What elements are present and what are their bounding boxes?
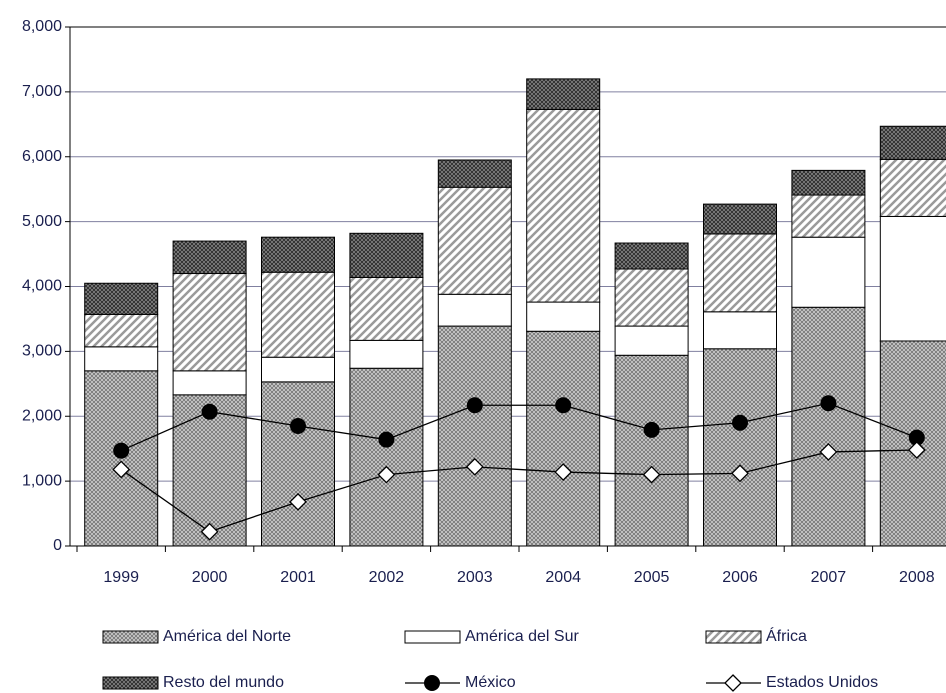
- marker: [200, 522, 219, 541]
- x-tick-label: 1999: [103, 569, 139, 586]
- marker: [465, 457, 484, 476]
- bar-segment: [349, 339, 424, 369]
- marker: [820, 395, 837, 412]
- y-tick-label: 4,000: [22, 278, 62, 295]
- legend-label: América del Norte: [163, 628, 291, 645]
- marker: [113, 442, 130, 459]
- marker: [908, 429, 925, 446]
- y-tick-label: 3,000: [22, 343, 62, 360]
- legend-key: [404, 630, 461, 644]
- legend-label: África: [766, 626, 807, 645]
- y-tick-label: 6,000: [22, 148, 62, 165]
- marker: [554, 463, 573, 481]
- y-tick-label: 7,000: [22, 83, 62, 100]
- bar-segment: [172, 273, 247, 372]
- bar-segment: [349, 232, 424, 278]
- marker: [289, 492, 307, 511]
- bar-segment: [526, 78, 601, 110]
- x-tick-label: 2008: [899, 569, 935, 586]
- marker: [290, 417, 306, 434]
- legend-key: [102, 630, 159, 644]
- bar-segment: [791, 236, 866, 308]
- y-tick-label: 8,000: [22, 18, 62, 35]
- bar-segment: [261, 381, 335, 547]
- plot-frame: [69, 26, 946, 547]
- bar-segment: [791, 169, 866, 196]
- legend-label: México: [465, 674, 516, 691]
- bar-segment: [437, 159, 512, 188]
- legend-label: Resto del mundo: [163, 674, 284, 691]
- marker: [907, 441, 926, 459]
- bar-segment: [526, 301, 601, 332]
- bar-segment: [261, 356, 335, 383]
- bar-segment: [703, 348, 777, 547]
- bar-segment: [879, 158, 946, 217]
- x-tick-label: 2003: [457, 569, 493, 586]
- marker: [201, 403, 218, 420]
- legend-label: América del Sur: [465, 628, 579, 645]
- bar-segment: [703, 203, 777, 235]
- bar-segment: [614, 242, 689, 270]
- line: [120, 402, 918, 452]
- bar-segment: [526, 330, 601, 547]
- bar-segment: [437, 186, 512, 295]
- legend-label: Estados Unidos: [766, 674, 878, 691]
- marker: [466, 397, 483, 414]
- bar-segment: [703, 311, 777, 350]
- marker: [377, 465, 396, 484]
- marker: [724, 674, 742, 692]
- x-tick-label: 2000: [192, 569, 228, 586]
- line: [120, 449, 917, 533]
- bar-segment: [437, 325, 512, 547]
- x-tick-label: 2001: [280, 569, 316, 586]
- bar-segment: [349, 276, 424, 341]
- bar-segment: [261, 271, 335, 358]
- legend-key: [705, 630, 762, 644]
- legend-key: [102, 676, 159, 690]
- bar-segment: [349, 367, 424, 547]
- bar-segment: [437, 293, 512, 327]
- bar-segment: [172, 370, 247, 396]
- plot: [70, 27, 946, 547]
- bar-segment: [614, 354, 689, 547]
- x-tick-label: 2004: [545, 569, 581, 586]
- bar-segment: [84, 313, 159, 348]
- marker: [731, 464, 749, 483]
- marker: [642, 465, 661, 484]
- marker: [819, 443, 838, 461]
- bar-segment: [261, 236, 335, 273]
- y-tick-label: 1,000: [22, 472, 62, 489]
- x-tick-label: 2002: [369, 569, 405, 586]
- bar-segment: [614, 268, 689, 327]
- marker: [643, 421, 660, 438]
- x-tick-label: 2007: [811, 569, 847, 586]
- marker: [555, 397, 572, 414]
- bar-segment: [791, 194, 866, 238]
- marker: [732, 414, 748, 431]
- bar-segment: [172, 394, 247, 547]
- marker: [378, 431, 395, 448]
- y-tick-label: 2,000: [22, 407, 62, 424]
- bar-segment: [703, 233, 777, 313]
- bar-segment: [614, 325, 689, 356]
- bar-segment: [84, 346, 159, 372]
- bar-segment: [879, 215, 946, 342]
- x-tick-label: 2006: [722, 569, 758, 586]
- marker: [112, 460, 131, 479]
- x-tick-label: 2005: [634, 569, 670, 586]
- bar-segment: [791, 306, 866, 547]
- marker: [424, 675, 440, 691]
- y-tick-label: 5,000: [22, 213, 62, 230]
- bar-segment: [879, 125, 946, 160]
- bar-segment: [84, 282, 159, 315]
- bar-segment: [172, 240, 247, 275]
- y-tick-label: 0: [53, 537, 62, 554]
- bar-segment: [526, 108, 601, 303]
